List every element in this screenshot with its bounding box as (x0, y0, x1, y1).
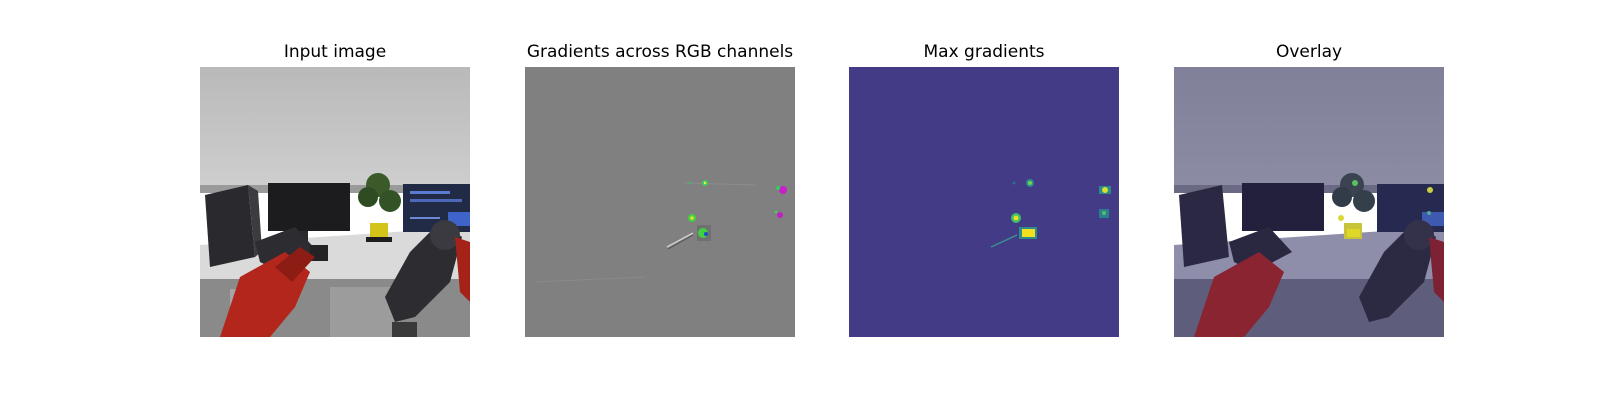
panel-title-overlay: Overlay (1275, 42, 1343, 62)
panel-gradients-rgb: Gradients across RGB channels (525, 0, 795, 400)
gradients-rgb-picture (525, 67, 795, 337)
overlay-picture (1174, 67, 1444, 337)
panel-title-input-image: Input image (283, 42, 387, 62)
panel-overlay: Overlay (1174, 0, 1444, 400)
input-image (200, 67, 470, 337)
max-gradients-image (849, 67, 1119, 337)
panel-title-gradients-rgb: Gradients across RGB channels (526, 42, 794, 62)
panel-max-gradients: Max gradients (849, 0, 1119, 400)
input-image-picture (200, 67, 470, 337)
panel-input-image: Input image (200, 0, 470, 400)
overlay-image (1174, 67, 1444, 337)
max-gradients-picture (849, 67, 1119, 337)
panel-title-max-gradients: Max gradients (923, 42, 1045, 62)
gradients-rgb-image (525, 67, 795, 337)
